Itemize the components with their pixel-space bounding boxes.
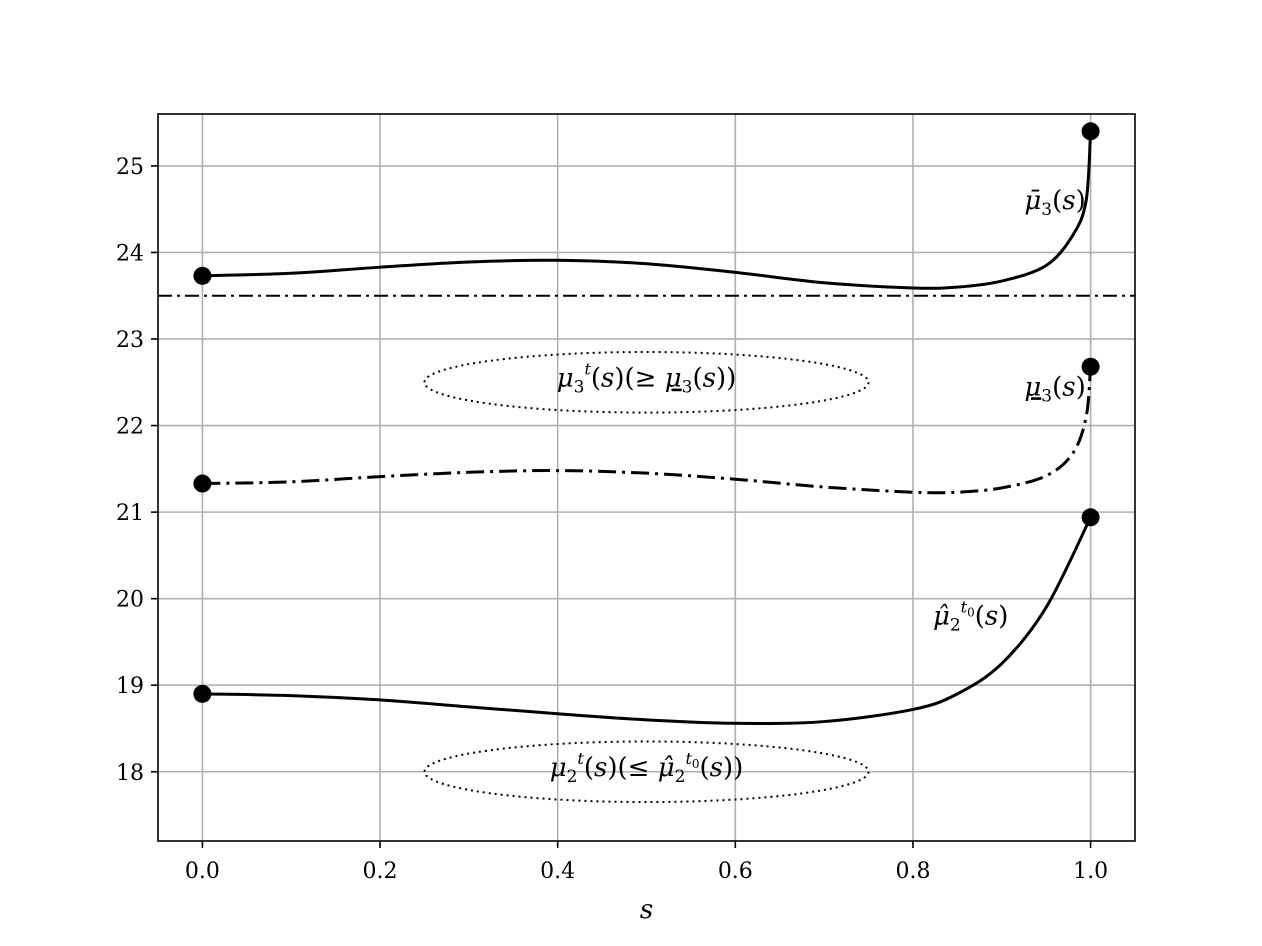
grid	[158, 114, 1135, 841]
x-tick-label: 0.6	[718, 859, 753, 884]
y-tick-label: 18	[116, 761, 144, 786]
series-1-endpoint-0	[193, 474, 212, 493]
axis-ticks: 0.0 0.2 0.4 0.6 0.8 1.0 18 19 20 21 22 23 24 25	[116, 155, 1108, 884]
annotation-ellipse-0	[423, 351, 870, 414]
annotation-mu-hat-2: μ̂2t0(s)	[933, 598, 1008, 636]
x-axis-label: s	[640, 895, 653, 925]
x-tick-label: 0.0	[185, 859, 220, 884]
x-tick-label: 1.0	[1073, 859, 1108, 884]
series-lines	[202, 131, 1093, 725]
x-tick-label: 0.8	[895, 859, 930, 884]
series-2-endpoint-1	[1081, 508, 1100, 527]
y-tick-label: 23	[116, 328, 144, 353]
x-tick-label: 0.4	[540, 859, 575, 884]
y-tick-label: 20	[116, 588, 144, 613]
annotations: μ̄3(s) μ3(s) μ̂2t0(s) μ3t(s)(≥ μ3(s)) μ2…	[550, 186, 1086, 787]
annotation-ellipse-1	[423, 740, 870, 804]
series-0-endpoint-0	[193, 266, 212, 285]
series-line-1	[202, 366, 1093, 495]
annotation-ellipses	[423, 351, 870, 804]
plot-frame	[157, 113, 1136, 842]
series-2-endpoint-0	[193, 684, 212, 703]
series-line-2	[202, 516, 1092, 725]
y-tick-label: 22	[116, 415, 144, 440]
annotation-mu-2-t: μ2t(s)(≤ μ̂2t0(s))	[550, 749, 744, 787]
annotation-mu-3-underline: μ3(s)	[1024, 372, 1085, 406]
series-1-endpoint-1	[1081, 357, 1100, 376]
series-line-0	[202, 131, 1093, 290]
annotation-mu-3-t: μ3t(s)(≥ μ3(s))	[557, 360, 737, 398]
y-tick-label: 21	[116, 501, 144, 526]
endpoint-markers	[193, 122, 1100, 703]
y-tick-label: 25	[116, 155, 144, 180]
y-tick-label: 24	[116, 241, 144, 266]
annotation-mu-bar-3: μ̄3(s)	[1024, 186, 1085, 220]
series-0-endpoint-1	[1081, 122, 1100, 141]
y-tick-label: 19	[116, 674, 144, 699]
x-tick-label: 0.2	[363, 859, 398, 884]
